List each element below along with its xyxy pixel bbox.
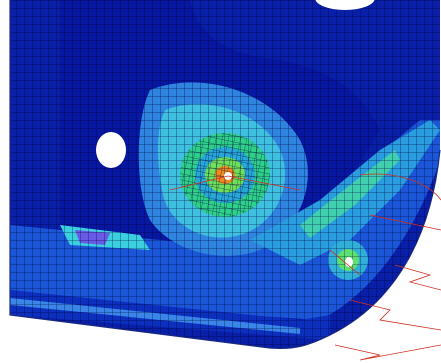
plate — [0, 0, 441, 363]
page: (() => { const data = JSON.parse(documen… — [0, 0, 441, 363]
hole-left — [96, 132, 126, 168]
fea-contour-view — [0, 0, 441, 363]
